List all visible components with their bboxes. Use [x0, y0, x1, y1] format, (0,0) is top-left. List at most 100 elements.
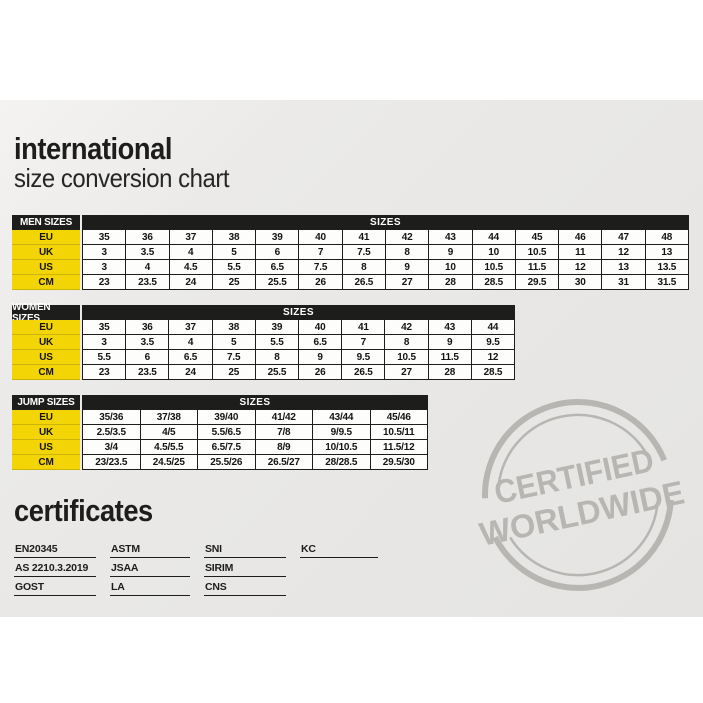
size-cell: 45	[515, 230, 560, 245]
size-cell: 8	[342, 260, 386, 275]
size-cell: 5	[212, 245, 257, 260]
row-values: 2.5/3.5 4/5 5.5/6.5 7/8 9/9.5 10.5/11	[82, 425, 428, 440]
row-label: UK	[12, 425, 80, 440]
row-label: UK	[12, 335, 80, 350]
table-row: US 3 4 4.5 5.5 6.5 7.5 8 9 10 10.5 11.5 12 13 13.5	[12, 260, 689, 275]
row-label: CM	[12, 455, 80, 470]
size-cell: 11	[559, 245, 603, 260]
size-cell: 7	[342, 335, 386, 350]
size-cell: 4	[169, 335, 213, 350]
certificate-item: EN20345	[14, 542, 96, 558]
size-cell: 4.5	[169, 260, 213, 275]
certificate-item: KC	[300, 542, 378, 558]
table-row: EU 35 36 37 38 39 40 41 42 43 44	[12, 320, 516, 335]
size-cell: 43	[428, 320, 472, 335]
size-cell: 25	[212, 275, 257, 290]
page-title: international	[14, 131, 172, 166]
page-subtitle: size conversion chart	[14, 163, 230, 193]
size-cell: 7.5	[212, 350, 256, 365]
size-cell: 6.5	[299, 335, 343, 350]
size-cell: 45/46	[370, 410, 428, 425]
size-cell: 26	[299, 365, 343, 380]
size-cell: 8	[255, 350, 300, 365]
table-label-header: WOMEN SIZES	[12, 302, 80, 324]
size-cell: 2.5/3.5	[83, 425, 141, 440]
certificate-item: ASTM	[110, 542, 190, 558]
size-cell: 35/36	[83, 410, 141, 425]
size-cell: 11.5/12	[370, 440, 428, 455]
size-cell: 9	[429, 245, 473, 260]
size-cell: 5.5	[212, 260, 257, 275]
row-values: 23/23.5 24.5/25 25.5/26 26.5/27 28/28.5 29.5/…	[82, 455, 428, 470]
size-cell: 36	[126, 230, 170, 245]
size-cell: 28/28.5	[313, 455, 371, 470]
size-cell: 35	[83, 320, 127, 335]
size-cell: 41	[342, 230, 386, 245]
certificate-column: ASTM JSAA LA	[110, 542, 190, 599]
row-label: EU	[12, 410, 80, 425]
size-cell: 5.5	[255, 335, 300, 350]
size-table-jump: JUMP SIZES SIZES EU 35/36 37/38 39/40 41/42 43/…	[12, 395, 428, 470]
size-cell: 6.5	[169, 350, 213, 365]
certificate-column: EN20345 AS 2210.3.2019 GOST	[14, 542, 96, 599]
row-values: 35 36 37 38 39 40 41 42 43 44	[82, 320, 516, 335]
size-cell: 41/42	[255, 410, 313, 425]
size-cell: 26.5/27	[255, 455, 313, 470]
size-cell: 7/8	[255, 425, 313, 440]
row-values: 3/4 4.5/5.5 6.5/7.5 8/9 10/10.5 11.5/12	[82, 440, 428, 455]
size-cell: 3	[83, 245, 127, 260]
size-cell: 11.5	[428, 350, 472, 365]
size-cell: 23	[83, 275, 127, 290]
size-cell: 4	[126, 260, 170, 275]
size-cell: 3/4	[83, 440, 141, 455]
size-cell: 10.5	[472, 260, 516, 275]
row-label: CM	[12, 365, 80, 380]
stamp-outer-top-arc	[482, 398, 668, 499]
size-cell: 25.5	[255, 365, 300, 380]
table-row: UK 3 3.5 4 5 5.5 6.5 7 8 9 9.5	[12, 335, 516, 350]
size-cell: 10.5	[385, 350, 429, 365]
size-cell: 25	[212, 365, 256, 380]
size-cell: 3.5	[126, 335, 170, 350]
size-cell: 28	[429, 275, 473, 290]
row-values: 5.5 6 6.5 7.5 8 9 9.5 10.5 11.5 12	[82, 350, 516, 365]
size-cell: 39	[256, 230, 300, 245]
size-cell: 41	[342, 320, 386, 335]
size-cell: 29.5/30	[370, 455, 428, 470]
size-table-women: WOMEN SIZES SIZES EU 35 36 37 38 39 40 41 42 43 44 UK…	[12, 302, 516, 380]
size-cell: 27	[385, 275, 430, 290]
content-card: international size conversion chart MEN …	[0, 100, 703, 617]
stamp-inner-bottom-arc	[509, 505, 659, 577]
size-cell: 7	[299, 245, 343, 260]
size-cell: 28.5	[472, 275, 516, 290]
size-cell: 31	[602, 275, 646, 290]
size-cell: 35	[83, 230, 127, 245]
size-cell: 12	[602, 245, 646, 260]
table-label-header: JUMP SIZES	[12, 395, 80, 410]
table-row: CM 23 23.5 24 25 25.5 26 26.5 27 28 28.5 29.5 30 31 31…	[12, 275, 689, 290]
certificates-title: certificates	[14, 493, 153, 528]
certificate-item: SNI	[204, 542, 286, 558]
sizes-header: SIZES	[82, 215, 689, 230]
row-values: 3 4 4.5 5.5 6.5 7.5 8 9 10 10.5 11.5 12 13 13.5	[82, 260, 689, 275]
row-values: 35/36 37/38 39/40 41/42 43/44 45/46	[82, 410, 428, 425]
size-cell: 9	[428, 335, 472, 350]
stamp-inner-top-arc	[497, 413, 647, 485]
size-cell: 11.5	[515, 260, 560, 275]
size-cell: 23.5	[126, 275, 170, 290]
size-cell: 37	[169, 320, 213, 335]
certificate-column: KC	[300, 542, 378, 561]
row-label: EU	[12, 230, 80, 245]
certified-worldwide-stamp: CERTIFIED WORLDWIDE	[476, 398, 687, 591]
size-cell: 13.5	[645, 260, 689, 275]
row-label: US	[12, 260, 80, 275]
row-label: EU	[12, 320, 80, 335]
row-label: US	[12, 440, 80, 455]
row-values: 35 36 37 38 39 40 41 42 43 44 45 46 47 48	[82, 230, 689, 245]
row-label: CM	[12, 275, 80, 290]
table-row: US 3/4 4.5/5.5 6.5/7.5 8/9 10/10.5 11.5/12	[12, 440, 428, 455]
size-cell: 5.5/6.5	[198, 425, 256, 440]
size-cell: 24	[169, 365, 213, 380]
size-cell: 42	[385, 230, 430, 245]
size-cell: 5	[212, 335, 256, 350]
